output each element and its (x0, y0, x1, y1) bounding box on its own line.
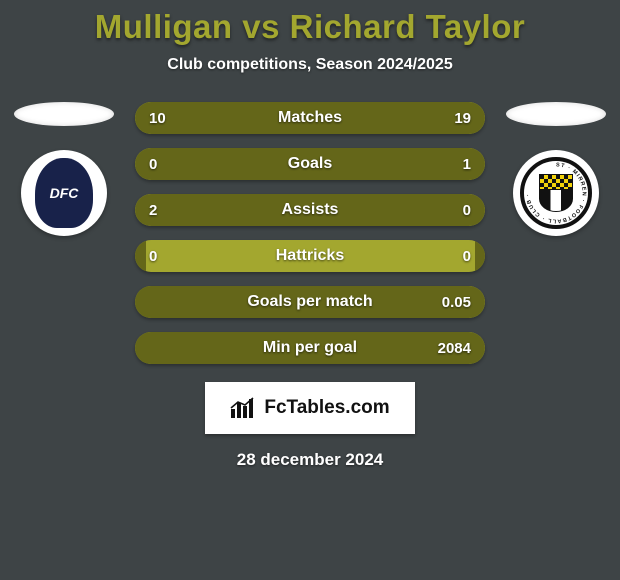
left-player-column: DFC (9, 102, 119, 236)
stat-row: 1019Matches (135, 102, 485, 134)
stat-label: Matches (135, 102, 485, 134)
stats-bars: 1019Matches 01Goals 20Assists 00Hattricks 0.… (135, 102, 485, 364)
left-player-photo-placeholder (14, 102, 114, 126)
left-club-logo: DFC (21, 150, 107, 236)
right-player-column: ST · MIRREN · FOOTBALL · CLUB · (501, 102, 611, 236)
right-club-shield (539, 174, 573, 212)
stat-label: Hattricks (135, 240, 485, 272)
stat-label: Goals (135, 148, 485, 180)
brand-box: FcTables.com (205, 382, 415, 434)
brand-text: FcTables.com (264, 397, 389, 419)
stat-label: Goals per match (135, 286, 485, 318)
left-club-logo-shield: DFC (35, 158, 93, 228)
brand-bars-icon (230, 397, 258, 419)
page-title: Mulligan vs Richard Taylor (0, 8, 620, 46)
stat-row: 0.05Goals per match (135, 286, 485, 318)
stat-label: Assists (135, 194, 485, 226)
stat-row: 01Goals (135, 148, 485, 180)
stat-row: 20Assists (135, 194, 485, 226)
stat-row: 00Hattricks (135, 240, 485, 272)
right-club-logo: ST · MIRREN · FOOTBALL · CLUB · (513, 150, 599, 236)
stat-label: Min per goal (135, 332, 485, 364)
page-subtitle: Club competitions, Season 2024/2025 (0, 56, 620, 74)
right-player-photo-placeholder (506, 102, 606, 126)
right-club-logo-ring: ST · MIRREN · FOOTBALL · CLUB · (520, 157, 592, 229)
footer-date: 28 december 2024 (0, 450, 620, 470)
stat-row: 2084Min per goal (135, 332, 485, 364)
comparison-container: DFC 1019Matches 01Goals 20Assists 00Hattric… (0, 102, 620, 364)
